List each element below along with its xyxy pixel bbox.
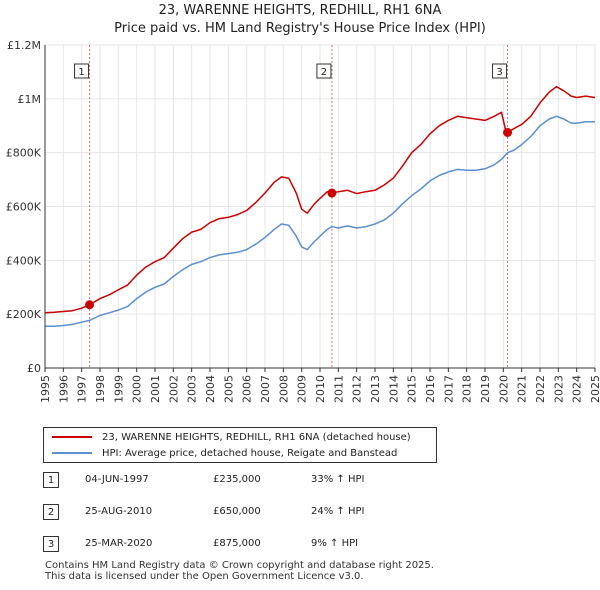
legend: 23, WARENNE HEIGHTS, REDHILL, RH1 6NA (d…: [43, 427, 437, 463]
sale-marker-label-2: 2: [321, 67, 327, 78]
y-tick-label: £1.2M: [7, 39, 41, 52]
x-tick-label: 2023: [552, 375, 565, 403]
axes: £0 £200K £400K £600K £800K £1M £1.2M 1995 1996 19…: [6, 39, 600, 403]
x-tick-label: 1995: [39, 375, 52, 403]
grid: [44, 44, 596, 369]
x-tick-label: 2020: [497, 375, 510, 403]
x-tick-label: 2010: [314, 375, 327, 403]
x-tick-label: 2000: [131, 375, 144, 403]
x-tick-label: 2017: [442, 375, 455, 403]
x-tick-label: 2011: [332, 375, 345, 403]
y-tick-label: £1M: [18, 93, 42, 106]
x-tick-label: 2024: [571, 375, 584, 403]
sale-marker-box-3: [492, 63, 508, 79]
y-tick-label: £200K: [6, 308, 42, 321]
sale-point-3: [503, 127, 513, 137]
sale-marker-label-1: 1: [78, 67, 84, 78]
transaction-price: £235,000: [213, 474, 261, 485]
x-tick-label: 2007: [259, 375, 272, 403]
x-tick-label: 2001: [149, 375, 162, 403]
title-line-1: 23, WARENNE HEIGHTS, REDHILL, RH1 6NA: [158, 3, 442, 18]
sale-point-1: [85, 300, 95, 310]
legend-label-hpi: HPI: Average price, detached house, Reig…: [102, 448, 398, 459]
x-tick-label: 2016: [424, 375, 437, 403]
transaction-date: 25-MAR-2020: [85, 538, 153, 549]
price-chart: 1 2 3 £0 £200K £400K £600K £800K £1M £1.2M 1995 19…: [6, 39, 600, 403]
footer: Contains HM Land Registry data © Crown c…: [45, 560, 434, 582]
x-tick-label: 2025: [589, 375, 600, 403]
y-tick-label: £400K: [6, 254, 42, 267]
sale-marker-box-2: [316, 63, 332, 79]
table-row: 3 25-MAR-2020 £875,000 9% ↑ HPI: [43, 536, 463, 561]
x-tick-label: 2009: [296, 375, 309, 403]
transaction-date: 04-JUN-1997: [85, 474, 149, 485]
x-tick-label: 2021: [516, 375, 529, 403]
sale-marker-box-1: [74, 63, 90, 79]
chart-title: 23, WARENNE HEIGHTS, REDHILL, RH1 6NA Pr…: [0, 2, 600, 38]
x-tick-label: 1996: [57, 375, 70, 403]
legend-item-property: 23, WARENNE HEIGHTS, REDHILL, RH1 6NA (d…: [52, 430, 411, 446]
table-row: 1 04-JUN-1997 £235,000 33% ↑ HPI: [43, 472, 463, 497]
legend-item-hpi: HPI: Average price, detached house, Reig…: [52, 446, 397, 462]
sale-marker-label-3: 3: [496, 67, 502, 78]
table-row: 2 25-AUG-2010 £650,000 24% ↑ HPI: [43, 504, 463, 529]
x-tick-label: 2019: [479, 375, 492, 403]
transaction-hpi: 33% ↑ HPI: [311, 474, 365, 485]
transaction-price: £875,000: [213, 538, 261, 549]
x-tick-label: 2014: [387, 375, 400, 403]
x-tick-label: 2005: [222, 375, 235, 403]
sale-marker-lines: 1 2 3: [74, 45, 509, 368]
transaction-hpi: 9% ↑ HPI: [311, 538, 359, 549]
x-tick-label: 2012: [351, 375, 364, 403]
transaction-hpi: 24% ↑ HPI: [311, 506, 365, 517]
transaction-number: 3: [43, 536, 59, 552]
title-line-2: Price paid vs. HM Land Registry's House …: [114, 21, 486, 36]
x-tick-label: 2003: [186, 375, 199, 403]
y-tick-label: £0: [27, 362, 41, 375]
x-tick-label: 2002: [167, 375, 180, 403]
legend-swatch-hpi: [52, 452, 92, 454]
footer-line-2: This data is licensed under the Open Gov…: [45, 571, 364, 582]
transaction-price: £650,000: [213, 506, 261, 517]
x-tick-label: 1997: [76, 375, 89, 403]
x-tick-label: 1998: [94, 375, 107, 403]
x-tick-label: 2013: [369, 375, 382, 403]
x-tick-label: 2006: [241, 375, 254, 403]
transaction-number: 2: [43, 504, 59, 520]
x-tick-label: 2018: [461, 375, 474, 403]
hpi-line: [45, 115, 595, 328]
x-tick-label: 2004: [204, 375, 217, 403]
footer-line-1: Contains HM Land Registry data © Crown c…: [45, 560, 434, 571]
y-tick-label: £600K: [6, 201, 42, 214]
y-tick-label: £800K: [6, 147, 42, 160]
x-tick-label: 2008: [277, 375, 290, 403]
legend-swatch-property: [52, 436, 92, 438]
transaction-number: 1: [43, 472, 59, 488]
x-tick-label: 2022: [534, 375, 547, 403]
x-tick-label: 1999: [112, 375, 125, 403]
transaction-date: 25-AUG-2010: [85, 506, 153, 517]
legend-label-property: 23, WARENNE HEIGHTS, REDHILL, RH1 6NA (d…: [102, 432, 411, 443]
x-tick-label: 2015: [406, 375, 419, 403]
series-lines: [44, 85, 596, 328]
transactions-table: 1 04-JUN-1997 £235,000 33% ↑ HPI 2 25-AU…: [43, 472, 463, 561]
sale-point-2: [327, 188, 337, 198]
